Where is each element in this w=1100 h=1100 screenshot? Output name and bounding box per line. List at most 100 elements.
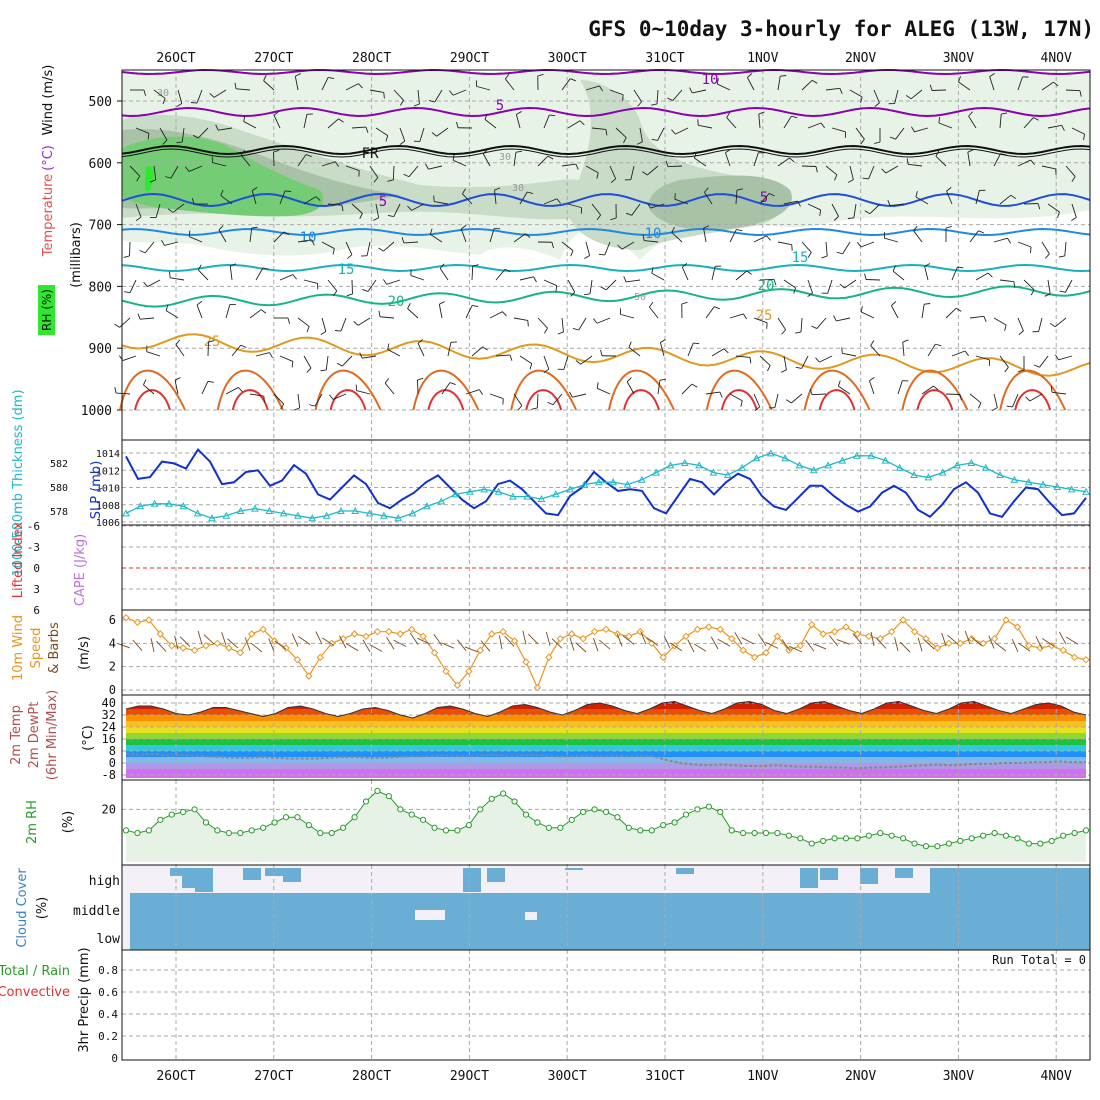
wind-barb bbox=[303, 196, 317, 205]
contour-label: 10 bbox=[300, 230, 317, 246]
wind-barb bbox=[383, 241, 395, 252]
isotherm-line bbox=[121, 263, 1091, 273]
wind-barb bbox=[639, 127, 643, 142]
wind-speed-point bbox=[522, 658, 530, 666]
wind-barb bbox=[736, 229, 743, 232]
wind-barb bbox=[657, 127, 665, 141]
wind-barb bbox=[734, 632, 743, 645]
wind-speed-point bbox=[819, 630, 827, 638]
wind-barb bbox=[759, 278, 775, 281]
temperature-bands bbox=[126, 701, 1086, 778]
rh-point bbox=[1014, 835, 1021, 842]
wind-barb bbox=[174, 635, 179, 650]
wind-barb bbox=[993, 393, 998, 408]
wind-barb bbox=[906, 158, 909, 165]
wind-barb bbox=[819, 209, 822, 216]
wind-speed-point bbox=[293, 655, 302, 664]
wind-barb bbox=[860, 241, 875, 248]
wind-barb bbox=[834, 174, 838, 181]
rh-point bbox=[854, 835, 861, 842]
wind-speed-point bbox=[225, 644, 233, 652]
wind-barb bbox=[515, 150, 522, 153]
wind-barb bbox=[329, 394, 334, 400]
rh-point bbox=[728, 827, 735, 834]
wind-barb bbox=[815, 166, 818, 173]
rh-point bbox=[820, 837, 827, 845]
rh-point bbox=[717, 808, 724, 816]
wind-barb bbox=[847, 217, 854, 219]
wind-barb bbox=[609, 165, 617, 179]
wind-barb bbox=[393, 89, 404, 101]
wind-barb bbox=[881, 168, 887, 174]
wind-barb bbox=[807, 203, 821, 211]
wind-barb bbox=[797, 200, 801, 207]
wind-barb bbox=[891, 301, 897, 306]
wind-barb bbox=[999, 114, 1002, 129]
rh-point bbox=[305, 822, 312, 829]
wind-barb bbox=[251, 190, 257, 205]
wind-barb bbox=[260, 309, 267, 314]
wind-barb bbox=[124, 291, 131, 294]
wind-barb bbox=[1058, 255, 1065, 258]
wind-barb bbox=[218, 127, 233, 131]
slp-line bbox=[125, 448, 1087, 519]
wind-barb bbox=[498, 635, 503, 650]
thickness-point bbox=[637, 475, 646, 483]
wind-barb bbox=[820, 122, 826, 129]
rh2m-panel: 20 2m RH (%) bbox=[25, 779, 1091, 866]
wind-barb bbox=[933, 385, 939, 391]
wind-barb bbox=[462, 193, 473, 205]
contour-label: 20 bbox=[758, 278, 775, 294]
wind-barb bbox=[759, 355, 771, 366]
lifted-index-axis-label: Lifted Index bbox=[11, 521, 26, 598]
y-tick-label: 24 bbox=[102, 720, 116, 734]
wind-barb bbox=[188, 165, 203, 172]
wind-barb bbox=[1041, 165, 1056, 170]
wind-barb bbox=[682, 263, 688, 268]
wind-barb bbox=[703, 228, 707, 243]
wind-barb bbox=[1047, 203, 1060, 213]
wind-barb bbox=[1071, 203, 1077, 218]
wind-speed-point bbox=[830, 627, 839, 636]
thickness-point bbox=[1067, 485, 1076, 493]
date-tick-label: 3NOV bbox=[943, 1069, 974, 1084]
wind-barb bbox=[852, 633, 863, 645]
wind-barb bbox=[665, 160, 669, 167]
wind-barb bbox=[320, 369, 327, 372]
y-tick-label: high bbox=[89, 874, 120, 889]
wind-speed-point bbox=[659, 653, 667, 662]
wind-barb bbox=[774, 393, 779, 408]
wind-speed-point bbox=[1013, 623, 1022, 631]
rh-point bbox=[911, 840, 918, 847]
wind-barb bbox=[504, 268, 511, 273]
wind-barb bbox=[921, 385, 934, 395]
wind-barb bbox=[478, 389, 484, 395]
isotherm-line bbox=[1014, 389, 1052, 411]
wind-barb bbox=[513, 152, 517, 167]
thickness-point bbox=[766, 449, 775, 457]
wind-barb bbox=[201, 381, 209, 395]
wind-barb bbox=[367, 279, 377, 292]
wind-barb bbox=[828, 635, 839, 647]
thickness-point bbox=[910, 470, 918, 478]
wind-barb bbox=[328, 76, 335, 79]
wind-barb bbox=[384, 382, 395, 395]
contour-label: FR bbox=[362, 146, 379, 162]
wind-barb bbox=[999, 194, 1012, 205]
thickness-point bbox=[609, 478, 618, 486]
dewpoint-axis-label: 2m DewPt bbox=[27, 702, 42, 769]
wind-barb bbox=[1010, 194, 1017, 200]
wind-barb bbox=[827, 279, 833, 294]
thickness-point bbox=[580, 480, 589, 488]
wind-barb bbox=[460, 228, 467, 243]
wind-barb bbox=[572, 393, 587, 398]
wind-barb bbox=[729, 229, 737, 243]
wind-barb bbox=[1054, 317, 1067, 328]
wind-barb bbox=[1055, 354, 1059, 361]
isotherm-line bbox=[608, 369, 675, 411]
cloud-high bbox=[895, 868, 913, 878]
wind-barb bbox=[273, 393, 285, 405]
wind-barb bbox=[243, 115, 246, 122]
wind-barb bbox=[547, 401, 554, 406]
wind-barb bbox=[651, 103, 658, 106]
